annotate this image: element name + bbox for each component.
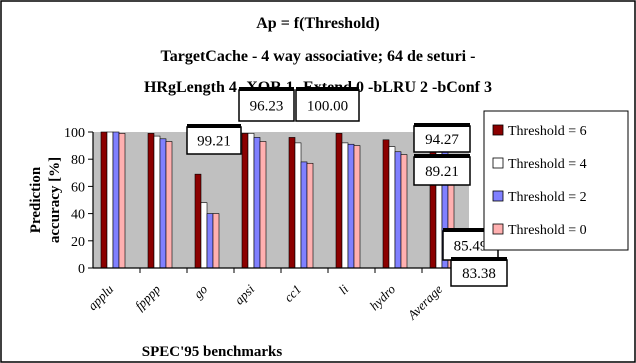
bar-applu-series-1 <box>100 131 108 269</box>
bar-go-series-4 <box>212 213 220 269</box>
data-label-box-top-bar <box>239 87 294 91</box>
legend-swatch <box>492 190 504 202</box>
data-label: 96.23 <box>250 99 284 115</box>
bar-hydro-series-1 <box>382 139 390 269</box>
bar-fpppp-series-2 <box>153 135 161 269</box>
chart-title-line-1: Ap = f(Threshold) <box>256 15 380 32</box>
legend-box <box>483 110 629 251</box>
bar-go-series-3 <box>206 213 214 269</box>
bar-apsi-series-2 <box>247 133 255 269</box>
y-axis-title-line-1: Prediction <box>28 166 44 233</box>
bar-go-series-1 <box>194 173 202 269</box>
data-label: 99.21 <box>197 134 231 150</box>
y-tick-label: 100 <box>64 126 85 141</box>
data-label-box-top-bar <box>414 123 470 127</box>
bar-fpppp-series-1 <box>147 133 155 269</box>
bar-li-series-1 <box>335 133 343 269</box>
y-tick-label: 0 <box>78 262 85 277</box>
bar-hydro-series-4 <box>400 154 408 269</box>
data-label-box-top-bar <box>443 228 498 232</box>
data-label-box-top-bar <box>414 154 470 158</box>
legend-label: Threshold = 0 <box>508 223 587 238</box>
data-label-box <box>450 259 508 287</box>
bar-applu-series-2 <box>106 131 114 269</box>
chart-title-line-2: TargetCache - 4 way associative; 64 de s… <box>161 48 476 65</box>
data-label-box-top-bar <box>296 87 359 91</box>
y-tick-label: 20 <box>71 235 85 250</box>
data-label-box <box>186 126 242 155</box>
bar-cc1-series-1 <box>288 137 296 269</box>
x-axis-title: SPEC'95 benchmarks <box>142 344 283 360</box>
bar-applu-series-3 <box>112 131 120 269</box>
bar-go-series-2 <box>200 202 208 269</box>
data-label: 85.49 <box>454 239 488 255</box>
data-label-box-top-bar <box>187 124 241 128</box>
bar-cc1-series-2 <box>294 142 302 269</box>
y-axis-title: Prediction accuracy [%] <box>28 157 63 243</box>
data-label: 100.00 <box>307 99 348 115</box>
data-label: 94.27 <box>425 132 459 148</box>
bar-fpppp-series-4 <box>165 141 173 269</box>
legend-label: Threshold = 6 <box>508 124 587 139</box>
data-label-box-top-bar <box>451 257 507 261</box>
y-axis-title-line-2: accuracy [%] <box>47 157 63 243</box>
bar-cc1-series-4 <box>306 162 314 269</box>
data-label: 89.21 <box>425 164 459 180</box>
bar-hydro-series-3 <box>394 151 402 269</box>
legend-swatch <box>492 223 504 235</box>
data-label: 83.38 <box>462 266 496 282</box>
bar-apsi-series-1 <box>241 133 249 269</box>
bar-apsi-series-3 <box>253 137 261 269</box>
bar-li-series-2 <box>341 142 349 269</box>
legend-label: Threshold = 2 <box>508 190 587 205</box>
legend-swatch <box>492 157 504 169</box>
y-tick-label: 40 <box>71 208 85 223</box>
y-tick-label: 60 <box>71 180 85 195</box>
bar-li-series-4 <box>353 145 361 269</box>
bars-layer <box>100 131 455 269</box>
bar-applu-series-4 <box>118 133 126 269</box>
bar-cc1-series-3 <box>300 161 308 269</box>
bar-hydro-series-2 <box>388 146 396 269</box>
data-label-box <box>413 125 471 153</box>
legend-swatch <box>492 124 504 136</box>
bar-fpppp-series-3 <box>159 138 167 269</box>
legend-label: Threshold = 4 <box>508 157 587 172</box>
bar-li-series-3 <box>347 143 355 269</box>
bar-apsi-series-4 <box>259 141 267 269</box>
legend: Threshold = 6 Threshold = 4 Threshold = 2 T… <box>483 110 629 251</box>
y-tick-label: 80 <box>71 153 85 168</box>
